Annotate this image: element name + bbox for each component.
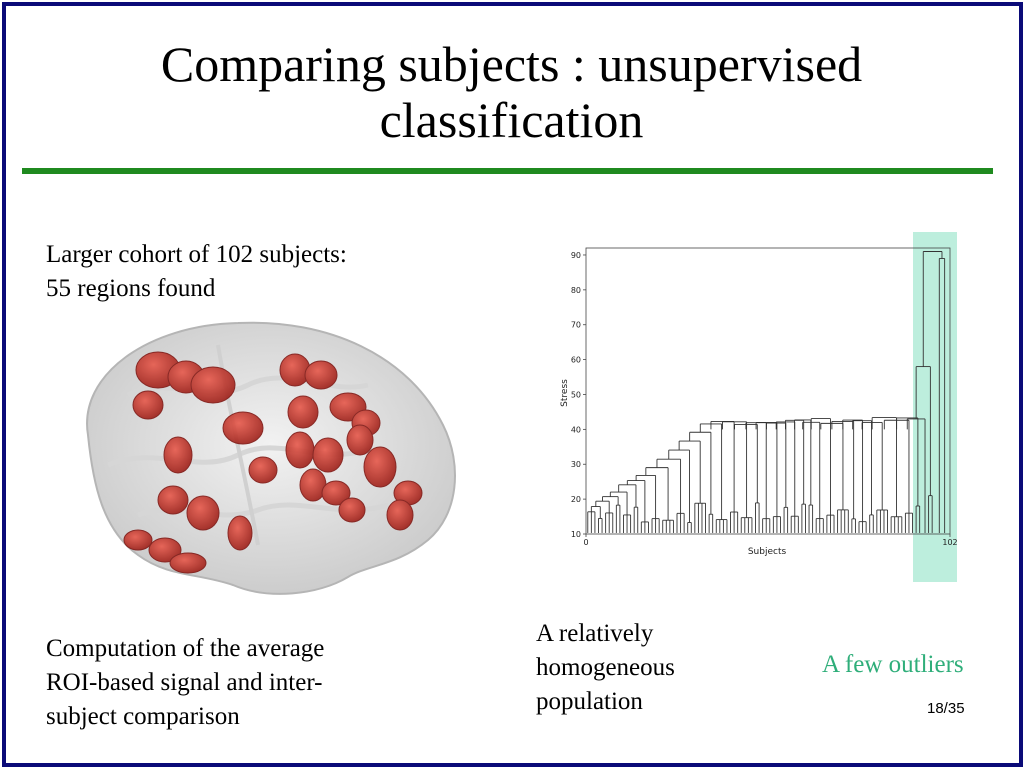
y-tick-label: 40	[571, 425, 581, 434]
brain-roi-rendering	[86, 321, 456, 595]
x-axis-label: Subjects	[748, 547, 787, 557]
y-axis-label: Stress	[560, 379, 570, 407]
y-tick-label: 90	[571, 251, 581, 260]
outliers-label: A few outliers	[822, 651, 964, 678]
slide-title: Comparing subjects : unsupervised classi…	[0, 36, 1023, 148]
page-number: 18/35	[927, 700, 965, 717]
plot-frame	[585, 247, 951, 535]
homog-line-2: homogeneous	[536, 654, 675, 681]
computation-text: Computation of the average ROI-based sig…	[46, 632, 426, 734]
cohort-text: Larger cohort of 102 subjects: 55 region…	[46, 238, 446, 306]
dendrogram-lines	[587, 251, 946, 533]
y-tick-label: 80	[571, 286, 581, 295]
dendrogram-chart: 10 20 30 40 50 60 70 80 90 0 102 Stress Subjects	[560, 232, 958, 582]
y-tick-label: 20	[571, 495, 581, 504]
title-line-2: classification	[379, 92, 644, 148]
y-tick-label: 60	[571, 356, 581, 365]
title-divider	[22, 168, 993, 174]
computation-line-3: subject comparison	[46, 703, 240, 730]
roi-blobs	[123, 351, 423, 574]
homogeneous-text: A relatively homogeneous population	[536, 617, 736, 719]
homog-line-1: A relatively	[536, 620, 654, 647]
computation-line-2: ROI-based signal and inter-	[46, 669, 323, 696]
y-tick-label: 50	[571, 390, 581, 399]
y-tick-label: 10	[571, 530, 581, 539]
computation-line-1: Computation of the average	[46, 635, 325, 662]
cohort-line-2: 55 regions found	[46, 275, 216, 302]
dendrogram-axes: 10 20 30 40 50 60 70 80 90 0 102	[571, 247, 958, 547]
homog-line-3: population	[536, 688, 643, 715]
x-tick-label: 102	[942, 538, 957, 547]
x-tick-label: 0	[583, 538, 588, 547]
cohort-line-1: Larger cohort of 102 subjects:	[46, 241, 347, 268]
title-line-1: Comparing subjects : unsupervised	[160, 36, 863, 92]
y-tick-label: 70	[571, 321, 581, 330]
y-tick-label: 30	[571, 460, 581, 469]
